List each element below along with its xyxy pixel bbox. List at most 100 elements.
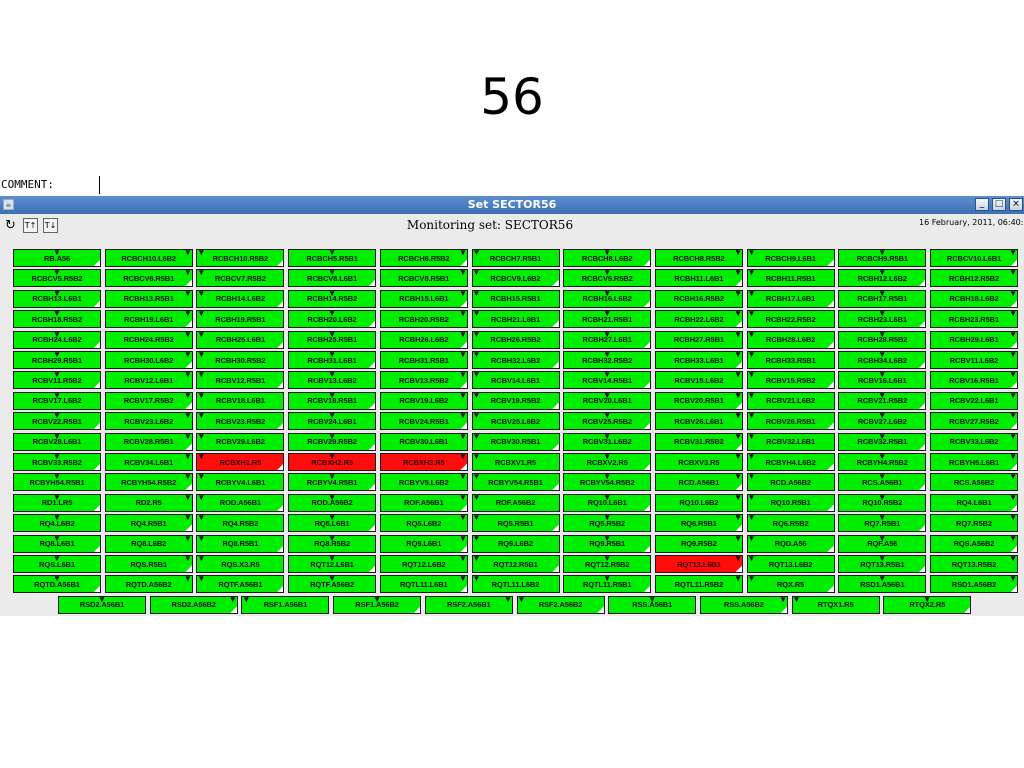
circuit-cell[interactable]: RCBH31.L6B1 ▼ ◢ bbox=[288, 351, 377, 369]
circuit-cell[interactable]: RCBV21.L6B2 ▼ bbox=[746, 391, 835, 410]
circuit-cell[interactable]: RCBV18.R5B1 ▼ ◢ bbox=[288, 391, 377, 410]
circuit-cell[interactable]: RCBCH7.R5B1 ▼ bbox=[471, 249, 560, 267]
circuit-cell[interactable]: RCD.A56B1 ▼ ◢ bbox=[654, 473, 743, 492]
circuit-cell[interactable]: RQD.A56 ▼ ◢ bbox=[746, 534, 835, 553]
circuit-cell[interactable]: RCBYV54.R5B2 ▼ bbox=[563, 473, 652, 492]
circuit-cell[interactable]: RCBH33.L6B1 ▼ ◢ bbox=[654, 351, 743, 369]
circuit-cell[interactable]: RCBH28.R5B2 ▼ bbox=[838, 330, 927, 349]
circuit-cell[interactable]: RCBXH3.R5 ▼ ◢ bbox=[379, 453, 468, 471]
circuit-cell[interactable]: RCBCH6.R5B2 ▼ ◢ bbox=[379, 249, 468, 267]
circuit-cell[interactable]: RCBH28.L6B2 ▼ ◢ bbox=[746, 330, 835, 349]
circuit-cell[interactable]: RQTL11.L6B1 ▼ ◢ bbox=[379, 575, 468, 594]
circuit-cell[interactable]: RQ10.L6B1 ▼ ◢ bbox=[563, 493, 652, 512]
sort-descending-button[interactable]: T↓ bbox=[43, 218, 58, 233]
circuit-cell[interactable]: RCBH21.L6B1 ▼ ◢ bbox=[471, 310, 560, 329]
circuit-cell[interactable]: RCBV27.R5B2 ▼ ◢ bbox=[930, 412, 1018, 431]
circuit-cell[interactable]: RCS.A56B2 ▼ bbox=[930, 473, 1018, 492]
circuit-cell[interactable]: RQS.A56B2 ▼ ◢ bbox=[930, 534, 1018, 553]
circuit-cell[interactable]: RQS.X3.R5 ▼ bbox=[196, 555, 285, 573]
circuit-cell[interactable]: RCBV32.L6B1 ▼ bbox=[746, 432, 835, 451]
circuit-cell[interactable]: RCBYV4.R5B1 ▼ ◢ bbox=[288, 473, 377, 492]
circuit-cell[interactable]: RQF.A56 ▼ bbox=[838, 534, 927, 553]
circuit-cell[interactable]: RCBH23.R5B1 ▼ bbox=[930, 310, 1018, 329]
circuit-cell[interactable]: RCBYV54.R5B1 ▼ ◢ bbox=[471, 473, 560, 492]
circuit-cell[interactable]: RCBH27.L6B1 ▼ ◢ bbox=[563, 330, 652, 349]
circuit-cell[interactable]: RQ5.R5B1 ▼ ◢ bbox=[471, 514, 560, 533]
circuit-cell[interactable]: RCBH22.L6B2 ▼ ◢ bbox=[654, 310, 743, 329]
circuit-cell[interactable]: RCBCH9.R5B1 ▼ bbox=[838, 249, 927, 267]
circuit-cell[interactable]: RCBH33.R5B1 ▼ bbox=[746, 351, 835, 369]
circuit-cell[interactable]: RQ9.R5B2 ▼ bbox=[654, 534, 743, 553]
circuit-cell[interactable]: RCBXV2.R5 ▼ ◢ bbox=[563, 453, 652, 471]
circuit-cell[interactable]: RQS.L6B1 ▼ bbox=[13, 555, 101, 573]
circuit-cell[interactable]: RCBCV8.R5B1 ▼ bbox=[379, 269, 468, 288]
circuit-cell[interactable]: RCBV29.L6B2 ▼ bbox=[196, 432, 285, 451]
circuit-cell[interactable]: RCBXH1.R5 ▼ ◢ bbox=[196, 453, 285, 471]
circuit-cell[interactable]: RCBH14.L6B2 ▼ ◢ bbox=[196, 289, 285, 308]
circuit-cell[interactable]: RCBCV9.L6B2 ▼ ◢ bbox=[471, 269, 560, 288]
circuit-cell[interactable]: RCBV14.R5B1 ▼ ◢ bbox=[563, 371, 652, 390]
close-button[interactable]: × bbox=[1009, 198, 1023, 211]
circuit-cell[interactable]: RCBH13.L6B1 ▼ ◢ bbox=[13, 289, 101, 308]
circuit-cell[interactable]: RQ9.L6B2 ▼ bbox=[471, 534, 560, 553]
circuit-cell[interactable]: RCBV22.R5B1 ▼ ◢ bbox=[13, 412, 101, 431]
circuit-cell[interactable]: RCBH16.L6B2 ▼ ◢ bbox=[563, 289, 652, 308]
circuit-cell[interactable]: RCBV34.L6B1 ▼ bbox=[104, 453, 193, 471]
circuit-cell[interactable]: RCBV31.L6B2 ▼ bbox=[563, 432, 652, 451]
circuit-cell[interactable]: RCBH18.L6B2 ▼ ◢ bbox=[930, 289, 1018, 308]
circuit-cell[interactable]: RCBV32.R5B1 ▼ ◢ bbox=[838, 432, 927, 451]
circuit-cell[interactable]: RQT12.L6B2 ▼ bbox=[379, 555, 468, 573]
circuit-cell[interactable]: RQTD.A56B1 ▼ ◢ bbox=[13, 575, 101, 594]
circuit-cell[interactable]: RCBYV5.L6B2 ▼ bbox=[379, 473, 468, 492]
circuit-cell[interactable]: RQT12.L6B1 ▼ ◢ bbox=[288, 555, 377, 573]
minimize-button[interactable]: _ bbox=[975, 198, 989, 211]
circuit-cell[interactable]: RSF1.A56B1 ▼ bbox=[241, 595, 330, 614]
circuit-cell[interactable]: RQ6.R5B2 ▼ bbox=[746, 514, 835, 533]
circuit-cell[interactable]: RCBCH10.L6B2 ▼ bbox=[104, 249, 193, 267]
circuit-cell[interactable]: RQTL11.R5B2 ▼ bbox=[654, 575, 743, 594]
circuit-cell[interactable]: RCBYH4.R5B2 ▼ bbox=[838, 453, 927, 471]
circuit-cell[interactable]: RCBV21.R5B2 ▼ ◢ bbox=[838, 391, 927, 410]
circuit-cell[interactable]: RCBH20.L6B2 ▼ ◢ bbox=[288, 310, 377, 329]
circuit-cell[interactable]: RCBH19.R5B1 ▼ bbox=[196, 310, 285, 329]
circuit-cell[interactable]: RCBV15.R5B2 ▼ ◢ bbox=[746, 371, 835, 390]
circuit-cell[interactable]: RQ4.R5B2 ▼ bbox=[196, 514, 285, 533]
circuit-cell[interactable]: RCBXV3.R5 ▼ bbox=[654, 453, 743, 471]
circuit-cell[interactable]: RQT13.L6B1 ▼ ◢ bbox=[654, 555, 743, 573]
circuit-cell[interactable]: RQTL11.L6B2 ▼ bbox=[471, 575, 560, 594]
circuit-cell[interactable]: RCBYH54.R5B2 ▼ ◢ bbox=[104, 473, 193, 492]
circuit-cell[interactable]: RCBH12.L6B2 ▼ ◢ bbox=[838, 269, 927, 288]
circuit-cell[interactable]: RCBV13.R5B2 ▼ ◢ bbox=[379, 371, 468, 390]
circuit-cell[interactable]: RCBH17.L6B1 ▼ ◢ bbox=[746, 289, 835, 308]
circuit-cell[interactable]: RCBV18.L6B1 ▼ bbox=[196, 391, 285, 410]
circuit-cell[interactable]: ROD.A56B1 ▼ ◢ bbox=[196, 493, 285, 512]
circuit-cell[interactable]: RCBH24.R5B2 ▼ bbox=[104, 330, 193, 349]
circuit-cell[interactable]: RCBCH5.R5B1 ▼ bbox=[288, 249, 377, 267]
circuit-cell[interactable]: RQ9.R5B1 ▼ ◢ bbox=[563, 534, 652, 553]
circuit-cell[interactable]: RCBV23.R5B2 ▼ ◢ bbox=[196, 412, 285, 431]
sort-ascending-button[interactable]: T↑ bbox=[23, 218, 38, 233]
circuit-cell[interactable]: RCBH32.L6B2 ▼ ◢ bbox=[471, 351, 560, 369]
circuit-cell[interactable]: RCBV26.R5B1 ▼ ◢ bbox=[746, 412, 835, 431]
circuit-cell[interactable]: RQ9.L6B1 ▼ ◢ bbox=[379, 534, 468, 553]
circuit-cell[interactable]: RCBV25.L6B2 ▼ bbox=[471, 412, 560, 431]
circuit-cell[interactable]: RSS.A56B1 ▼ bbox=[608, 595, 697, 614]
circuit-cell[interactable]: RCBYH5.L6B1 ▼ ◢ bbox=[930, 453, 1018, 471]
circuit-cell[interactable]: RCBV14.L6B1 ▼ bbox=[471, 371, 560, 390]
circuit-cell[interactable]: RCBV29.R5B2 ▼ ◢ bbox=[288, 432, 377, 451]
circuit-cell[interactable]: RQ8.R5B2 ▼ bbox=[288, 534, 377, 553]
circuit-cell[interactable]: RQS.R5B1 ▼ ◢ bbox=[104, 555, 193, 573]
circuit-cell[interactable]: RQX.R5 ▼ ◢ bbox=[746, 575, 835, 594]
circuit-cell[interactable]: RSD2.A56B2 ▼ ◢ bbox=[149, 595, 238, 614]
circuit-cell[interactable]: RCBH19.L6B1 ▼ ◢ bbox=[104, 310, 193, 329]
circuit-cell[interactable]: RCBH11.R5B1 ▼ bbox=[746, 269, 835, 288]
circuit-cell[interactable]: RCBH23.L6B1 ▼ ◢ bbox=[838, 310, 927, 329]
circuit-cell[interactable]: RQ10.R5B2 ▼ bbox=[838, 493, 927, 512]
circuit-cell[interactable]: RQ8.L6B2 ▼ bbox=[104, 534, 193, 553]
circuit-cell[interactable]: RCBYH54.R5B1 ▼ bbox=[13, 473, 101, 492]
circuit-cell[interactable]: RCBV24.R5B1 ▼ ◢ bbox=[379, 412, 468, 431]
circuit-cell[interactable]: RSF2.A56B1 ▼ bbox=[424, 595, 513, 614]
circuit-cell[interactable]: RCBH29.R5B1 ▼ bbox=[13, 351, 101, 369]
circuit-cell[interactable]: RCBH15.R5B1 ▼ bbox=[471, 289, 560, 308]
circuit-cell[interactable]: RCBCV10.L6B1 ▼ ◢ bbox=[930, 249, 1018, 267]
